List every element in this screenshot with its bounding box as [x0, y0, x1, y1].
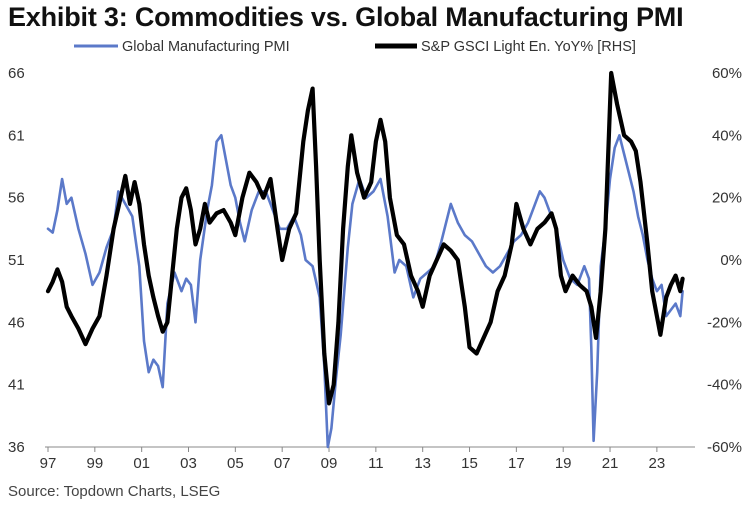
- left-axis-ticks: 36 41 46 51 56 61 66: [8, 65, 25, 456]
- left-tick-label: 56: [8, 190, 25, 207]
- x-tick-label: 19: [555, 455, 572, 472]
- legend-label-pmi: Global Manufacturing PMI: [122, 39, 290, 55]
- source-note: Source: Topdown Charts, LSEG: [8, 483, 221, 500]
- x-tick-label: 23: [649, 455, 666, 472]
- right-tick-label: -40%: [707, 377, 742, 394]
- x-tick-label: 17: [508, 455, 525, 472]
- x-tick-label: 07: [274, 455, 291, 472]
- series-line-gsci: [45, 70, 685, 406]
- left-tick-label: 46: [8, 314, 25, 331]
- x-tick-label: 05: [227, 455, 244, 472]
- x-tick-label: 99: [86, 455, 103, 472]
- left-tick-label: 61: [8, 127, 25, 144]
- x-tick-label: 97: [40, 455, 57, 472]
- right-tick-label: 40%: [712, 127, 742, 144]
- series-line-pmi: [46, 134, 684, 449]
- x-tick-label: 15: [461, 455, 478, 472]
- x-tick-label: 03: [180, 455, 197, 472]
- x-tick-label: 21: [602, 455, 619, 472]
- right-axis-ticks: -60% -40% -20% 0% 20% 40% 60%: [707, 65, 742, 456]
- right-tick-label: 0%: [720, 252, 742, 269]
- legend-label-gsci: S&P GSCI Light En. YoY% [RHS]: [421, 39, 636, 55]
- x-axis-ticks: 97 99 01 03 05 07 09 11 13 15 17 19 21 23: [40, 447, 666, 472]
- x-tick-label: 11: [368, 455, 384, 472]
- x-tick-label: 13: [414, 455, 431, 472]
- chart-title: Exhibit 3: Commodities vs. Global Manufa…: [8, 2, 684, 32]
- right-tick-label: -60%: [707, 439, 742, 456]
- right-tick-label: 60%: [712, 65, 742, 82]
- left-tick-label: 51: [8, 252, 25, 269]
- series-group: [45, 70, 685, 449]
- legend: Global Manufacturing PMI S&P GSCI Light …: [74, 39, 636, 55]
- right-tick-label: 20%: [712, 190, 742, 207]
- x-tick-label: 09: [321, 455, 338, 472]
- x-tick-label: 01: [133, 455, 150, 472]
- left-tick-label: 36: [8, 439, 25, 456]
- left-tick-label: 66: [8, 65, 25, 82]
- right-tick-label: -20%: [707, 314, 742, 331]
- left-tick-label: 41: [8, 377, 25, 394]
